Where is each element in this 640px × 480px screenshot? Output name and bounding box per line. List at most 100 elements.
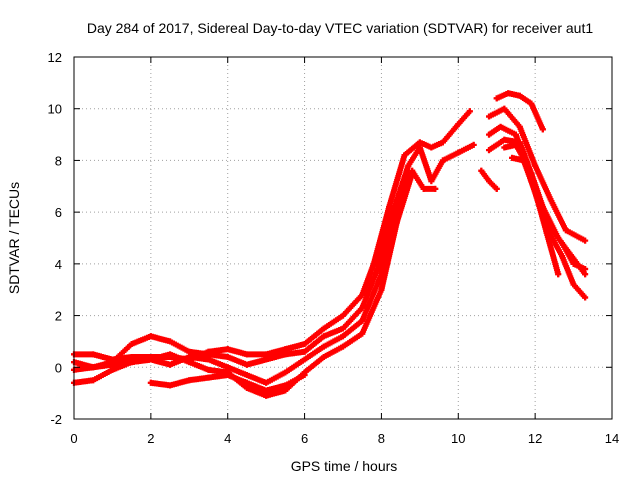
y-tick-label: 10 <box>48 102 62 117</box>
y-tick-label: 2 <box>55 309 62 324</box>
data-point <box>243 351 250 358</box>
data-point <box>128 341 135 348</box>
data-point <box>263 392 270 399</box>
data-point <box>486 131 493 138</box>
data-point <box>301 341 308 348</box>
data-point <box>393 219 400 226</box>
data-point <box>167 351 174 358</box>
y-tick-label: 8 <box>55 153 62 168</box>
data-point <box>386 203 393 210</box>
series-track-7 <box>486 105 589 244</box>
data-point <box>359 330 366 337</box>
data-point <box>512 131 519 138</box>
data-point <box>282 382 289 389</box>
data-point <box>570 281 577 288</box>
y-tick-label: 0 <box>55 360 62 375</box>
data-point <box>243 379 250 386</box>
data-point <box>543 229 550 236</box>
data-point <box>282 351 289 358</box>
data-point <box>340 343 346 350</box>
data-point <box>493 95 500 102</box>
data-point <box>243 384 250 391</box>
data-point <box>167 338 174 345</box>
data-point <box>497 123 504 130</box>
x-tick-label: 10 <box>451 431 465 446</box>
x-tick-label: 4 <box>224 431 231 446</box>
data-point <box>301 356 308 363</box>
data-point <box>409 170 416 177</box>
data-point <box>486 147 493 154</box>
x-tick-label: 12 <box>528 431 542 446</box>
data-point <box>205 366 212 373</box>
data-point <box>90 351 97 358</box>
data-point <box>320 353 327 360</box>
data-point <box>582 271 589 278</box>
data-point <box>401 152 408 159</box>
data-point <box>205 374 212 381</box>
data-point <box>547 196 554 203</box>
data-point <box>340 325 346 332</box>
data-point <box>559 253 566 260</box>
data-point <box>205 356 212 363</box>
data-point <box>420 185 427 192</box>
data-point <box>224 372 231 379</box>
data-point <box>147 333 154 340</box>
data-point <box>109 361 116 368</box>
data-series <box>71 90 589 399</box>
series-track-11 <box>509 154 562 278</box>
data-point <box>186 348 193 355</box>
data-point <box>378 286 385 293</box>
data-point <box>128 353 135 360</box>
series-track-5 <box>147 372 308 394</box>
data-point <box>466 108 473 115</box>
data-point <box>486 178 493 185</box>
data-point <box>562 227 569 234</box>
data-point <box>439 157 446 164</box>
y-axis-label: SDTVAR / TECUs <box>6 182 22 294</box>
data-point <box>147 356 154 363</box>
data-point <box>359 317 366 324</box>
data-point <box>455 121 462 128</box>
data-point <box>405 162 412 169</box>
data-point <box>582 237 589 244</box>
data-point <box>559 240 566 247</box>
x-tick-label: 8 <box>378 431 385 446</box>
data-point <box>582 294 589 301</box>
x-tick-label: 14 <box>605 431 619 446</box>
chart-title: Day 284 of 2017, Sidereal Day-to-day VTE… <box>87 20 594 36</box>
data-point <box>570 260 577 267</box>
data-point <box>90 377 97 384</box>
data-point <box>555 271 562 278</box>
data-point <box>455 149 462 156</box>
data-point <box>243 372 250 379</box>
data-point <box>243 361 250 368</box>
data-point <box>486 113 493 120</box>
data-point <box>416 139 423 146</box>
axis-ticks: 0 2 4 6 8 10 12 14 -2 0 2 4 6 8 10 12 <box>48 50 620 446</box>
data-point <box>359 304 366 311</box>
data-point <box>167 361 174 368</box>
data-point <box>501 144 508 151</box>
data-point <box>224 346 231 353</box>
data-point <box>128 359 135 366</box>
y-tick-label: -2 <box>50 412 62 427</box>
data-point <box>167 382 174 389</box>
y-tick-label: 12 <box>48 50 62 65</box>
x-axis-label: GPS time / hours <box>291 458 398 474</box>
data-point <box>532 162 539 169</box>
data-point <box>478 167 485 174</box>
data-point <box>428 144 435 151</box>
series-track-6 <box>493 90 546 133</box>
data-point <box>501 105 508 112</box>
data-point <box>186 353 193 360</box>
x-tick-label: 6 <box>301 431 308 446</box>
data-point <box>320 333 327 340</box>
data-point <box>320 325 327 332</box>
data-point <box>509 154 516 161</box>
data-point <box>186 377 193 384</box>
data-point <box>224 353 231 360</box>
data-point <box>493 185 500 192</box>
data-point <box>340 333 346 340</box>
